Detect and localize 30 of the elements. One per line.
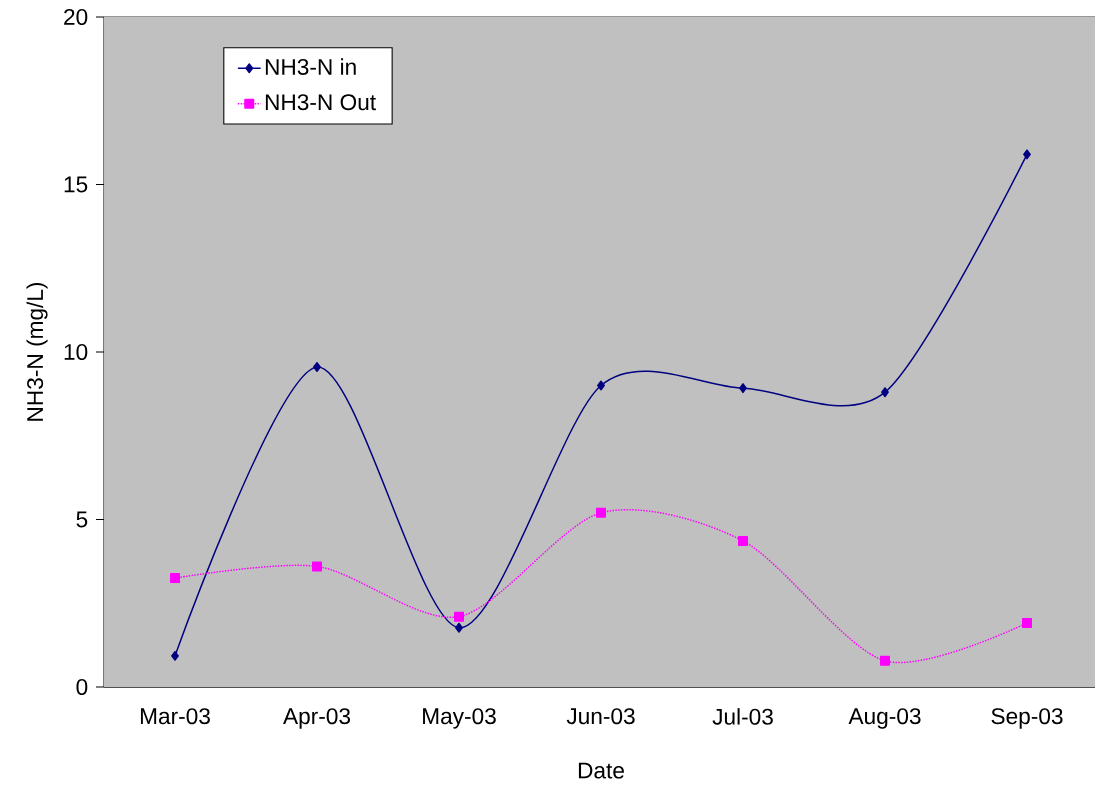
- point: [881, 387, 889, 398]
- x-tick-label: Aug-03: [848, 708, 921, 729]
- point: [596, 507, 607, 518]
- legend-label: NH3-N Out: [265, 94, 376, 111]
- x-tick-label: Apr-03: [283, 708, 351, 729]
- point: [879, 655, 891, 666]
- point: [170, 573, 181, 584]
- x-tick-label: Jun-03: [566, 708, 635, 725]
- point: [1023, 149, 1031, 160]
- point: [454, 611, 465, 622]
- point: [739, 383, 747, 394]
- point: [313, 362, 321, 373]
- point: [737, 535, 748, 546]
- x-tick-label: May-03: [423, 708, 496, 729]
- legend-label: NH3-N in: [265, 58, 356, 75]
- y-tick-label: 0: [76, 678, 88, 696]
- y-tick-label: 15: [64, 176, 88, 193]
- point: [455, 622, 463, 633]
- x-tick-label: Jul-03: [712, 708, 773, 725]
- x-tick-label: Sep-03: [991, 708, 1063, 729]
- point: [312, 561, 323, 572]
- y-tick-label: 10: [64, 343, 88, 361]
- x-axis-title: Date: [578, 762, 624, 779]
- y-tick-label: 5: [76, 511, 88, 528]
- x-tick-label: Mar-03: [140, 708, 210, 725]
- point: [1021, 618, 1032, 629]
- y-tick-label: 20: [64, 8, 88, 26]
- point: [171, 650, 179, 661]
- y-axis-title: NH3-N (mg/L): [26, 282, 48, 421]
- point: [597, 380, 605, 391]
